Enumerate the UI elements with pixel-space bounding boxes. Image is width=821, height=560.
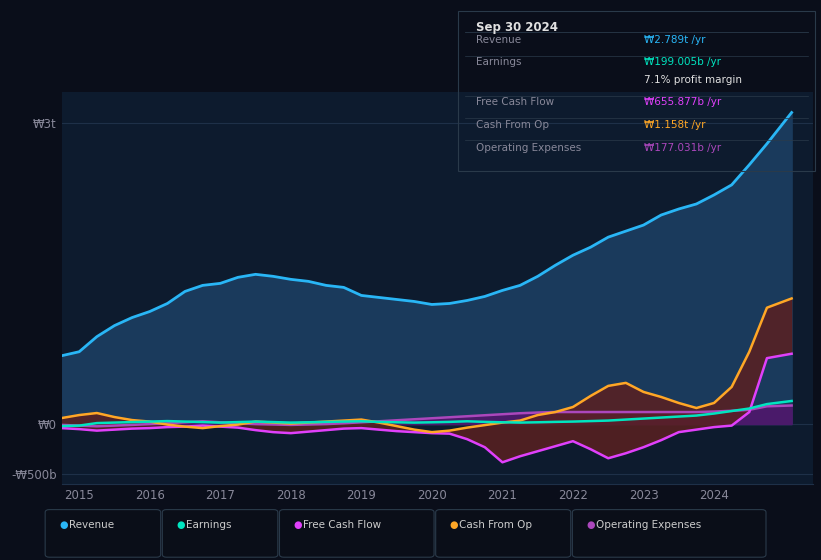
Text: Cash From Op: Cash From Op xyxy=(476,119,549,129)
Text: ₩199.005b /yr: ₩199.005b /yr xyxy=(644,57,721,67)
Text: Operating Expenses: Operating Expenses xyxy=(476,143,581,153)
Text: ●: ● xyxy=(586,520,595,530)
Text: ₩655.877b /yr: ₩655.877b /yr xyxy=(644,97,721,107)
Text: Sep 30 2024: Sep 30 2024 xyxy=(476,21,558,34)
Text: ₩177.031b /yr: ₩177.031b /yr xyxy=(644,143,721,153)
Text: Cash From Op: Cash From Op xyxy=(460,520,533,530)
Text: Free Cash Flow: Free Cash Flow xyxy=(303,520,382,530)
Text: ●: ● xyxy=(293,520,302,530)
Text: ●: ● xyxy=(450,520,458,530)
Text: ₩2.789t /yr: ₩2.789t /yr xyxy=(644,35,705,45)
Text: Earnings: Earnings xyxy=(476,57,521,67)
Text: ●: ● xyxy=(59,520,67,530)
Text: 7.1% profit margin: 7.1% profit margin xyxy=(644,75,742,85)
Text: Revenue: Revenue xyxy=(69,520,114,530)
Text: Free Cash Flow: Free Cash Flow xyxy=(476,97,554,107)
Text: Operating Expenses: Operating Expenses xyxy=(596,520,701,530)
Text: ₩1.158t /yr: ₩1.158t /yr xyxy=(644,119,705,129)
Text: Revenue: Revenue xyxy=(476,35,521,45)
Text: Earnings: Earnings xyxy=(186,520,232,530)
Text: ●: ● xyxy=(177,520,185,530)
